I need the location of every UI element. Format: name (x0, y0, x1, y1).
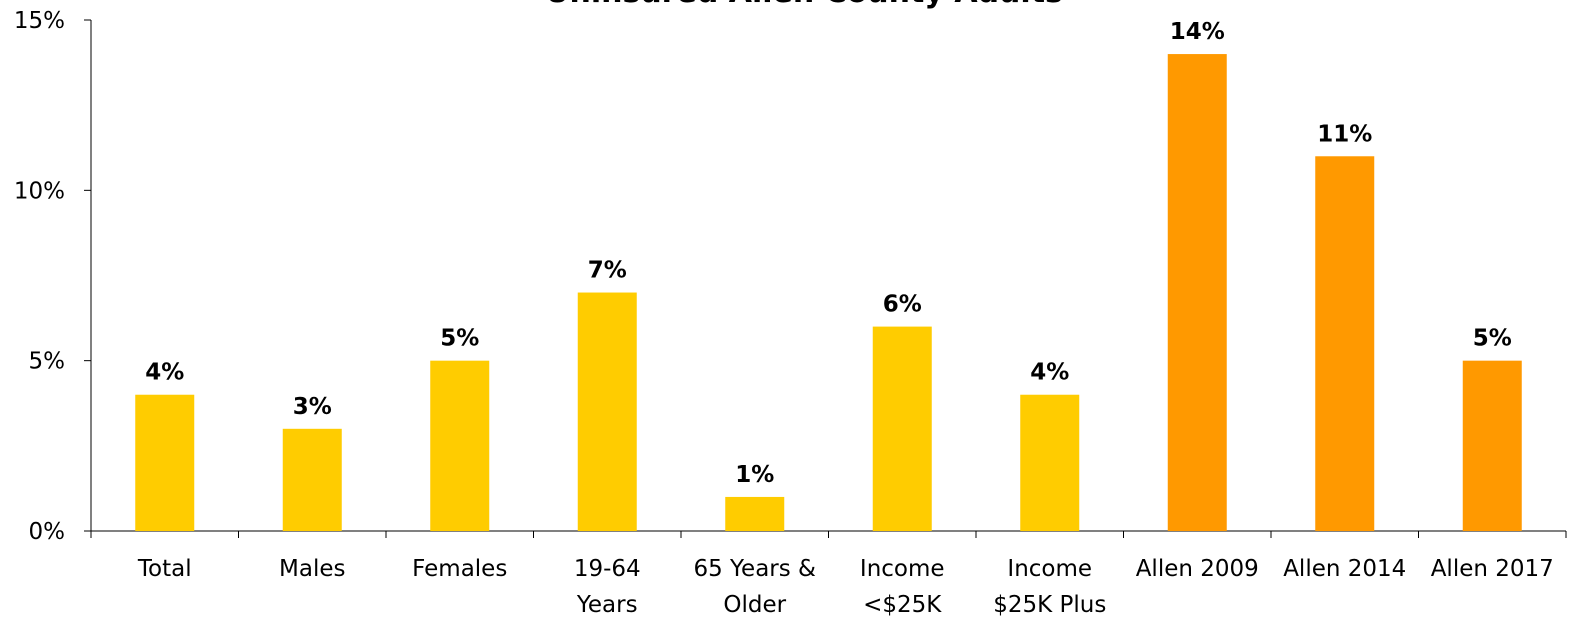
data-label: 14% (1170, 19, 1225, 45)
data-label: 3% (293, 394, 332, 420)
y-tick-label: 15% (14, 8, 65, 34)
data-label: 4% (145, 360, 184, 386)
bar (135, 394, 195, 531)
category-label: Income (1007, 556, 1092, 582)
data-label: 11% (1317, 121, 1372, 147)
bar (282, 428, 342, 531)
category-label: Allen 2014 (1283, 556, 1406, 582)
data-label: 4% (1030, 360, 1069, 386)
category-label: Years (576, 592, 638, 618)
data-label: 7% (588, 258, 627, 284)
axes: 0% 5% 10% 15% Total Males Females 19-64 Years 65 … (14, 8, 1567, 618)
category-label: Males (279, 556, 345, 582)
category-label: Allen 2009 (1136, 556, 1259, 582)
category-label: Females (412, 556, 507, 582)
bar (1315, 156, 1375, 531)
data-label: 1% (735, 462, 774, 488)
category-label: Income (860, 556, 945, 582)
bar (430, 360, 490, 531)
category-label: 65 Years & (693, 556, 816, 582)
category-label: Total (137, 556, 192, 582)
bar (1020, 394, 1080, 531)
bars (135, 54, 1522, 532)
category-label: 19-64 (574, 556, 641, 582)
bar (872, 326, 932, 531)
bar (725, 496, 785, 531)
bar (1462, 360, 1522, 531)
y-tick-label: 0% (29, 519, 66, 545)
data-label: 5% (440, 326, 479, 352)
chart-title: Uninsured Allen County Adults (545, 0, 1063, 10)
category-label: $25K Plus (993, 592, 1106, 618)
y-tick-label: 5% (29, 349, 66, 375)
data-labels: 4% 3% 5% 7% 1% 6% 4% 14% 11% 5% (145, 19, 1512, 488)
y-tick-label: 10% (14, 178, 65, 204)
bar (577, 292, 637, 531)
category-label: Older (723, 592, 786, 618)
bar (1167, 54, 1227, 532)
data-label: 5% (1473, 326, 1512, 352)
category-label: Allen 2017 (1431, 556, 1554, 582)
category-label: <$25K (863, 592, 942, 618)
data-label: 6% (883, 292, 922, 318)
